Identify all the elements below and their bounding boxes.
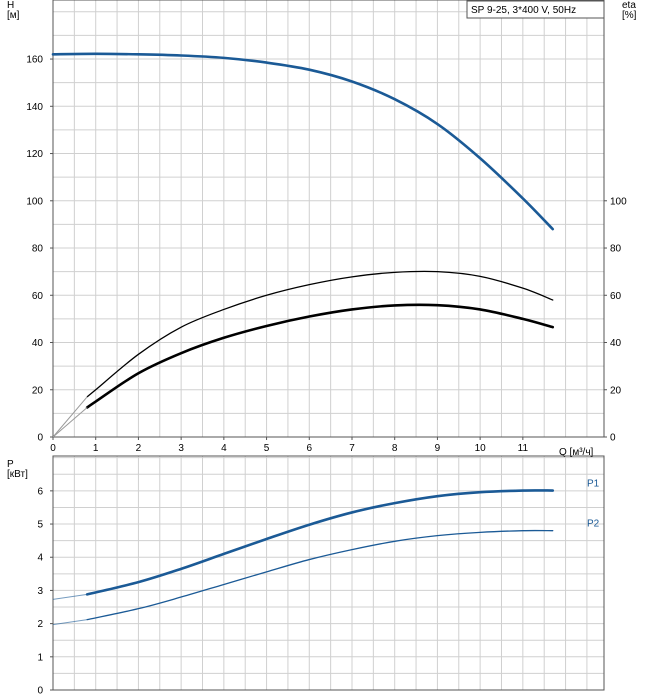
power-series-line-P1	[85, 489, 555, 596]
y-tick-label-right: 20	[610, 385, 622, 396]
y-tick-label-right: 60	[610, 291, 622, 302]
x-tick-label: 8	[392, 443, 398, 454]
x-tick-label: 4	[221, 443, 227, 454]
y-axis-label-bottom: P [кВт]	[7, 459, 28, 480]
top-plot-grid	[53, 0, 604, 437]
y-tick-label-left: 0	[37, 433, 43, 444]
y-tick-label-left: 40	[32, 338, 44, 349]
chart-title: SP 9-25, 3*400 V, 50Hz	[471, 5, 576, 16]
y-tick-label-left: 100	[26, 196, 43, 207]
y-tick-label-right: 100	[610, 196, 627, 207]
x-tick-label: 9	[435, 443, 441, 454]
series-label-P1: P1	[587, 479, 600, 490]
x-tick-label: 5	[264, 443, 270, 454]
x-tick-label: 10	[475, 443, 487, 454]
y-tick-label-left: 120	[26, 149, 43, 160]
top-plot-ticks: 0 1 2 3 4 5 6 7 8 9 10 11 0 20 40 60 80 100 120 140 160 0 20 40…	[26, 55, 627, 454]
y-tick-label-left: 140	[26, 102, 43, 113]
x-tick-label: 7	[349, 443, 355, 454]
bottom-plot-grid	[53, 456, 604, 690]
x-tick-label: 2	[136, 443, 142, 454]
y-tick-label-bottom: 6	[37, 486, 43, 497]
bottom-plot-frame	[52, 455, 605, 691]
top-series-line-1	[51, 52, 555, 231]
y-tick-label-bottom: 1	[37, 652, 43, 663]
bottom-plot-ticks: 0 1 2 3 4 5 6	[37, 486, 53, 697]
bottom-plot-series	[52, 489, 555, 626]
x-tick-label: 1	[93, 443, 99, 454]
top-plot-series	[51, 52, 555, 438]
power-extension-P2	[52, 619, 88, 626]
top-series-line-2	[86, 270, 554, 398]
y-tick-label-left: 20	[32, 385, 44, 396]
y-tick-label-left: 160	[26, 55, 43, 66]
eta-origin-segment	[52, 407, 88, 438]
y-tick-label-bottom: 2	[37, 619, 43, 630]
bottom-series-labels: P1 P2	[587, 479, 600, 530]
y-tick-label-right: 40	[610, 338, 622, 349]
power-extension-P1	[52, 593, 88, 600]
series-label-P2: P2	[587, 519, 600, 530]
x-tick-label: 3	[178, 443, 184, 454]
y-axis-label-right: eta [%]	[622, 0, 637, 21]
x-tick-label: 6	[306, 443, 312, 454]
top-series-line-3	[85, 303, 555, 409]
eta-origin-segment	[52, 396, 88, 438]
y-tick-label-bottom: 3	[37, 586, 43, 597]
x-tick-label: 0	[50, 443, 56, 454]
y-tick-label-right: 80	[610, 244, 622, 255]
x-tick-label: 11	[518, 443, 529, 454]
x-axis-label: Q [м³/ч]	[559, 447, 594, 458]
title-box	[466, 0, 605, 19]
top-plot-frame	[52, 0, 605, 438]
y-tick-label-left: 60	[32, 291, 44, 302]
y-tick-label-bottom: 0	[37, 686, 43, 697]
y-axis-label-left: H [м]	[7, 0, 20, 21]
y-tick-label-bottom: 5	[37, 520, 43, 531]
y-tick-label-right: 0	[610, 433, 616, 444]
power-series-line-P2	[86, 529, 554, 621]
y-tick-label-left: 80	[32, 244, 44, 255]
y-tick-label-bottom: 4	[37, 553, 43, 564]
